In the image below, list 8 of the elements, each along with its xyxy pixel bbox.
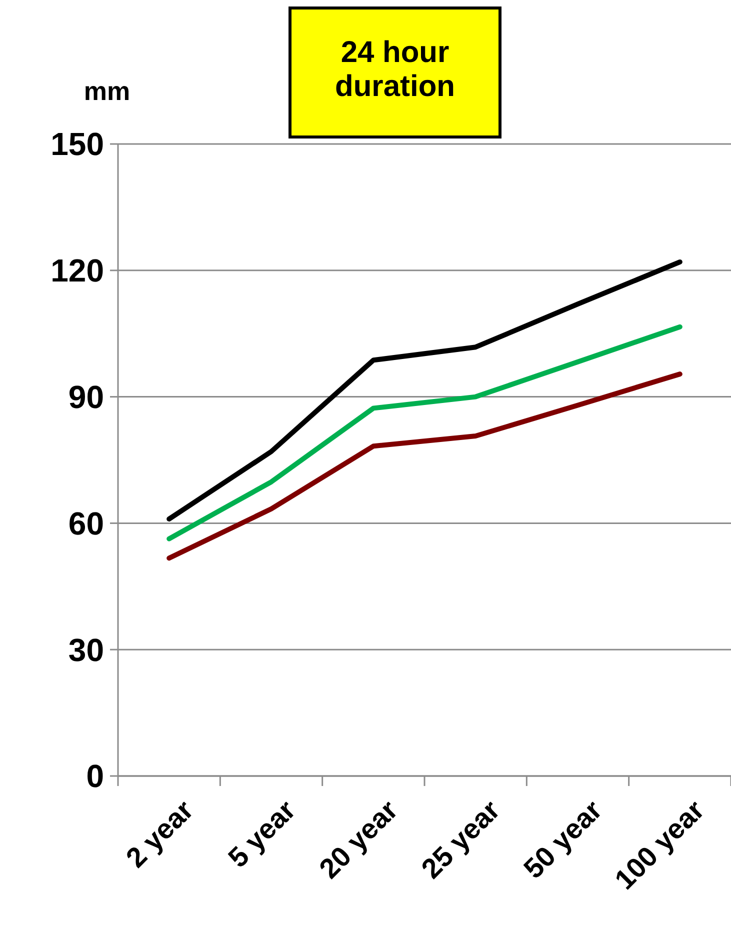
y-tick-label: 60 bbox=[68, 505, 104, 542]
chart-title: 24 hour duration bbox=[335, 36, 455, 103]
y-tick-label: 90 bbox=[68, 379, 104, 415]
y-tick-label: 0 bbox=[86, 758, 104, 794]
y-axis-title: mm bbox=[84, 76, 130, 106]
y-tick-label: 30 bbox=[68, 632, 104, 668]
y-tick-label: 120 bbox=[50, 252, 104, 289]
y-tick-label: 150 bbox=[50, 126, 104, 162]
